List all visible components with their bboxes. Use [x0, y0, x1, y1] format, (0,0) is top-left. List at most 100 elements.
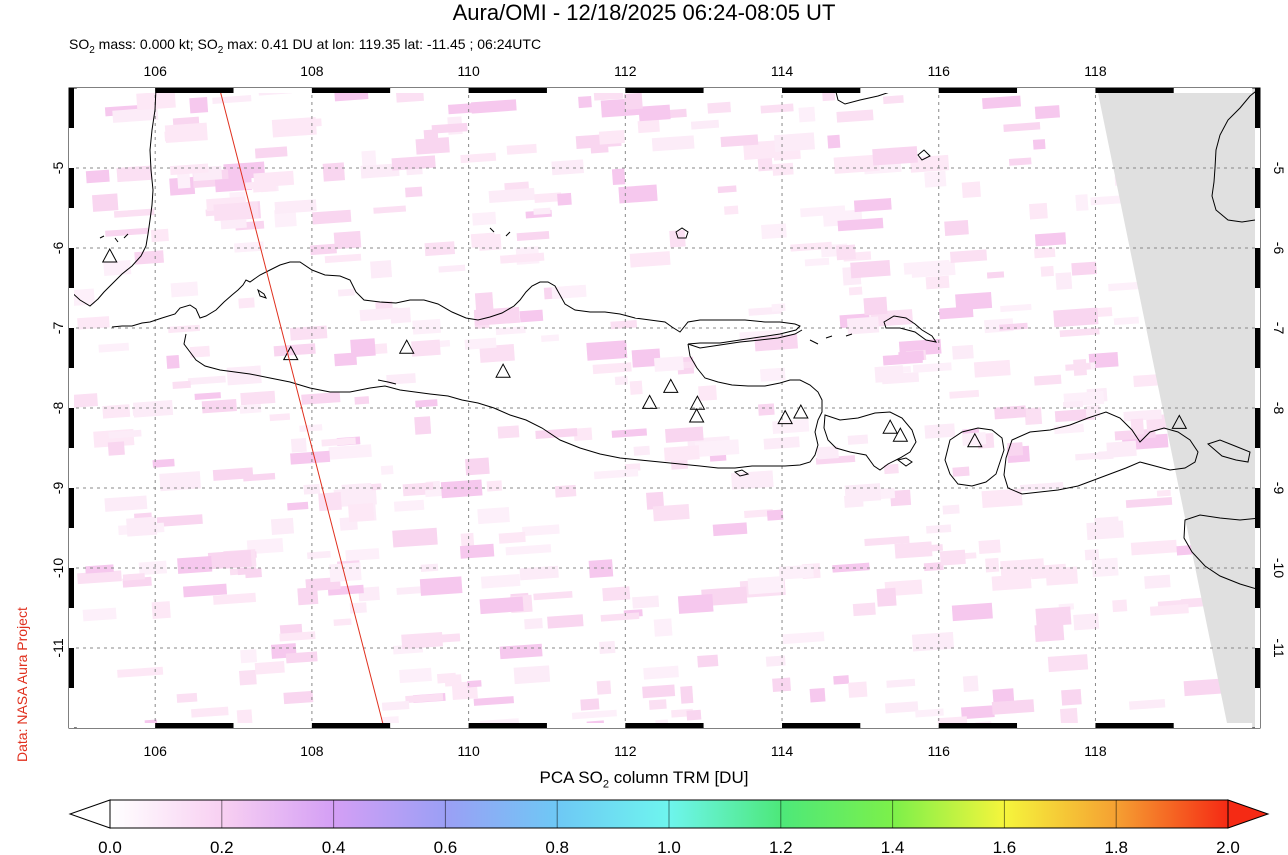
- so2-pixel: [961, 432, 987, 446]
- frame-scale-top: [860, 88, 939, 93]
- so2-pixel: [800, 205, 846, 218]
- so2-pixel: [596, 680, 612, 695]
- so2-pixel: [177, 556, 213, 574]
- so2-pixel: [1034, 623, 1065, 642]
- so2-pixel: [488, 187, 535, 203]
- so2-pixel: [1113, 316, 1140, 326]
- frame-scale-right: [1255, 328, 1260, 368]
- so2-pixel: [213, 201, 259, 222]
- so2-pixel: [614, 376, 628, 386]
- so2-pixel: [289, 325, 328, 341]
- so2-pixel: [334, 352, 358, 367]
- colorbar-tick-label: 1.4: [881, 838, 905, 855]
- lon-tick-label-top: 112: [614, 63, 637, 79]
- lon-tick-label-top: 114: [771, 63, 794, 79]
- so2-pixel: [333, 230, 362, 250]
- so2-pixel: [1034, 105, 1060, 120]
- so2-pixel: [697, 654, 719, 668]
- so2-pixel: [925, 275, 950, 290]
- lat-tick-label-left: -7: [50, 322, 66, 335]
- so2-pixel: [1065, 363, 1091, 371]
- so2-pixel: [602, 586, 631, 602]
- so2-pixel: [720, 134, 759, 148]
- so2-pixel: [77, 570, 122, 585]
- so2-pixel: [245, 180, 271, 190]
- so2-pixel: [1008, 157, 1032, 166]
- frame-scale-bottom: [860, 723, 939, 728]
- so2-pixel: [864, 535, 910, 547]
- so2-pixel: [380, 465, 394, 475]
- frame-scale-right: [1255, 408, 1260, 448]
- so2-pixel: [951, 344, 974, 360]
- frame-scale-right: [1255, 608, 1260, 648]
- frame-scale-bottom: [938, 723, 1018, 728]
- so2-pixel: [168, 324, 201, 334]
- so2-pixel: [151, 601, 171, 619]
- so2-pixel: [955, 291, 993, 311]
- so2-pixel: [1123, 409, 1162, 422]
- so2-pixel: [237, 567, 257, 576]
- so2-pixel: [460, 152, 497, 164]
- so2-pixel: [201, 398, 237, 414]
- so2-pixel: [107, 441, 125, 456]
- so2-pixel: [1075, 194, 1089, 212]
- so2-pixel: [677, 593, 714, 614]
- so2-pixel: [226, 365, 262, 386]
- so2-pixel: [774, 132, 815, 153]
- so2-pixel: [311, 209, 352, 225]
- so2-pixel: [283, 690, 314, 705]
- so2-pixel: [301, 392, 341, 405]
- volcano-icon: [641, 394, 658, 409]
- lat-tick-label-left: -11: [50, 638, 66, 657]
- so2-pixel: [654, 356, 684, 372]
- so2-pixel: [350, 338, 376, 358]
- so2-pixel: [1032, 139, 1046, 150]
- frame-scale-bottom: [1017, 723, 1096, 728]
- so2-pixel: [386, 373, 416, 385]
- so2-pixel: [690, 119, 720, 130]
- coast-sumba: [1183, 514, 1260, 591]
- colorbar-tick-label: 0.4: [322, 838, 346, 855]
- frame-scale-left: [69, 528, 74, 568]
- so2-pixel: [633, 445, 650, 456]
- so2-pixel: [894, 541, 933, 559]
- so2-pixel: [760, 103, 794, 114]
- so2-pixel: [334, 90, 369, 102]
- so2-pixel: [611, 428, 648, 438]
- so2-pixel: [166, 355, 180, 369]
- so2-pixel: [307, 550, 331, 560]
- so2-pixel: [116, 165, 153, 183]
- so2-pixel: [978, 539, 1001, 554]
- so2-pixel: [573, 427, 593, 441]
- so2-pixel: [444, 674, 462, 687]
- so2-pixel: [952, 466, 970, 477]
- so2-pixel: [102, 404, 131, 419]
- so2-pixel: [500, 252, 545, 264]
- frame-scale-top: [311, 88, 391, 93]
- frame-scale-right: [1255, 208, 1260, 248]
- so2-pixel: [712, 522, 748, 537]
- so2-pixel: [1073, 613, 1100, 631]
- so2-pixel: [651, 135, 695, 152]
- so2-pixel: [459, 543, 495, 559]
- colorbar-tick-label: 1.0: [657, 838, 681, 855]
- so2-pixel: [486, 480, 503, 492]
- coast-java-north: [111, 261, 801, 345]
- so2-pixel: [985, 557, 1000, 573]
- colorbar-tick-label: 1.8: [1104, 838, 1128, 855]
- frame-scale-left: [69, 608, 74, 648]
- so2-pixel: [238, 297, 255, 309]
- volcano-icon: [1171, 414, 1188, 429]
- frame-scale-top: [155, 88, 234, 93]
- so2-pixel: [1149, 604, 1189, 616]
- frame-scale-top: [703, 88, 783, 93]
- so2-pixel: [638, 104, 671, 122]
- so2-pixel: [246, 538, 284, 555]
- orbit-track: [218, 88, 385, 728]
- so2-pixel: [419, 576, 463, 596]
- so2-pixel: [578, 95, 592, 109]
- colorbar-tick-label: 2.0: [1216, 838, 1240, 855]
- so2-pixel: [194, 392, 221, 400]
- so2-pixel: [631, 348, 661, 368]
- so2-pixel: [652, 503, 690, 522]
